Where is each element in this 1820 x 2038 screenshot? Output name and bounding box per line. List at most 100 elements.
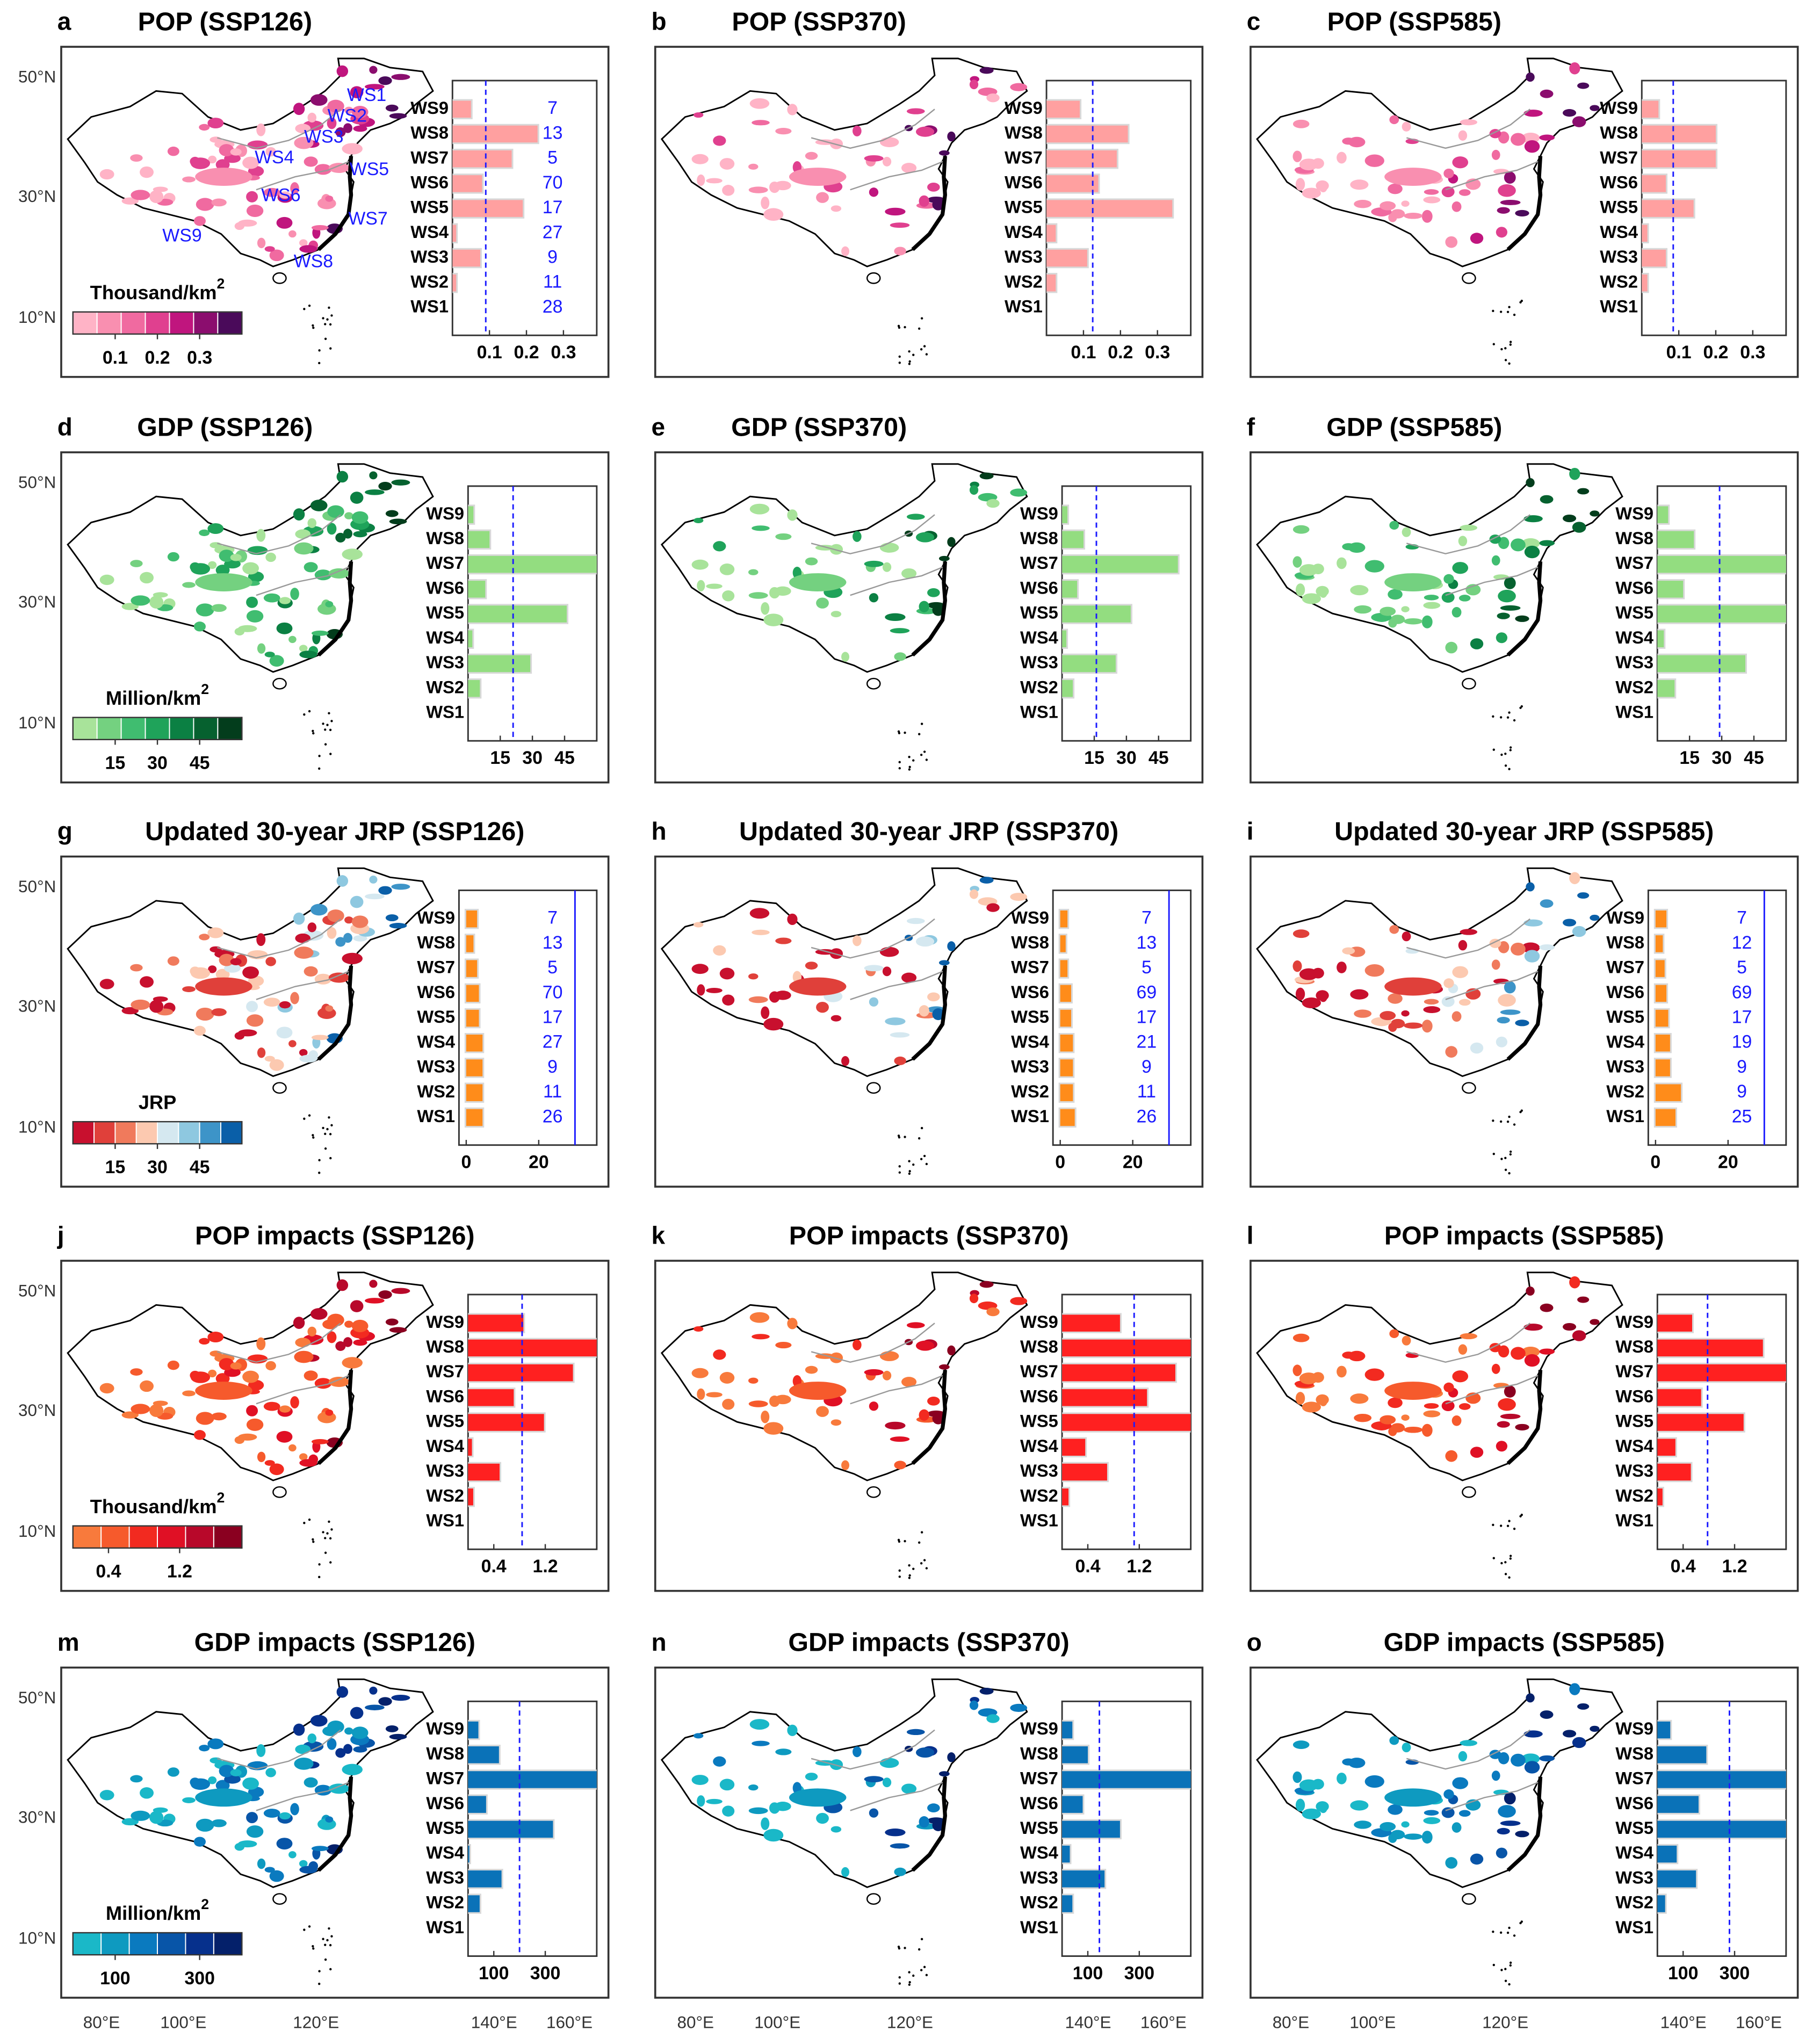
count-label: 69 (1137, 982, 1157, 1002)
map-patch (215, 159, 230, 170)
map-patch (882, 562, 892, 572)
map-patch (389, 1733, 407, 1740)
island (1504, 764, 1507, 767)
map-patch (1491, 1363, 1500, 1374)
panel-title: GDP impacts (SSP126) (194, 1628, 475, 1657)
x-tick-label: 1.2 (533, 1556, 558, 1577)
x-tick-label: 0.2 (514, 342, 539, 363)
map-patch (1445, 641, 1458, 654)
map-patch (294, 136, 314, 149)
map-patch (121, 603, 139, 610)
category-label: WS1 (426, 702, 464, 722)
island (328, 306, 330, 309)
island (1500, 1158, 1503, 1160)
bar (1657, 1462, 1693, 1483)
map-patch (389, 923, 407, 929)
bar (468, 1387, 516, 1408)
map-patch (1572, 926, 1586, 937)
bar (1062, 1486, 1071, 1507)
map-patch (327, 117, 337, 129)
island (324, 728, 327, 731)
map-patch (869, 997, 879, 1007)
map-patch (365, 489, 385, 495)
category-label: WS7 (426, 553, 464, 573)
map-patch (1421, 1020, 1433, 1033)
map-patch (749, 908, 770, 919)
map-patch (882, 1777, 892, 1788)
island (908, 1564, 911, 1567)
category-label: WS4 (426, 1436, 464, 1456)
panel-title: GDP impacts (SSP370) (788, 1628, 1069, 1657)
map-patch (149, 190, 164, 204)
category-label: WS8 (1606, 933, 1644, 952)
map-patch (230, 958, 242, 966)
basin-boundary (811, 1322, 935, 1363)
map-patch (1500, 199, 1521, 205)
lat-label: 50°N (18, 877, 56, 896)
map-patch (1302, 593, 1321, 604)
map-patch (1421, 615, 1433, 628)
map (660, 1271, 1028, 1579)
category-label: WS8 (1011, 933, 1049, 952)
map-patch (986, 1714, 1000, 1723)
map-patch (290, 992, 299, 1004)
map-patch (879, 543, 899, 553)
map-patch (1524, 545, 1540, 559)
map-patch (257, 237, 266, 249)
x-tick-label: 20 (529, 1152, 549, 1173)
map-patch (196, 198, 214, 211)
count-label: 5 (1142, 957, 1152, 978)
map-patch (864, 1776, 884, 1783)
map-patch (208, 965, 217, 973)
island (1499, 1120, 1503, 1123)
island (898, 761, 901, 763)
island (923, 345, 926, 348)
island (908, 1172, 911, 1175)
map-patch (775, 1748, 792, 1755)
bars (1062, 1313, 1191, 1507)
panel: l POP impacts (SSP585)WS9WS8WS7WS6WS5WS4W… (1247, 1221, 1799, 1592)
map-patch (246, 1001, 258, 1013)
colorbar-swatch (193, 311, 219, 335)
map-patch (1452, 562, 1469, 574)
bar (1642, 223, 1649, 244)
map-patch (869, 593, 879, 603)
bar (1062, 1769, 1191, 1790)
map-patch (325, 1410, 334, 1416)
island (1504, 1168, 1507, 1171)
colorbar-swatch (72, 1932, 102, 1956)
map-patch (1497, 207, 1510, 214)
island (920, 1158, 923, 1160)
map-patch (986, 498, 1000, 508)
bars (464, 908, 485, 1128)
map-patch (1526, 478, 1535, 488)
x-tick-label: 15 (1679, 748, 1700, 768)
island (898, 1165, 901, 1168)
map-patch (210, 136, 222, 143)
map-patch (1380, 1011, 1396, 1021)
x-tick-label: 0.1 (477, 342, 502, 363)
x-tick-label: 100 (1073, 1963, 1103, 1983)
map-patch (775, 1341, 792, 1349)
map-patch (885, 207, 906, 216)
map-patch (328, 568, 350, 579)
colorbar-swatch (157, 1932, 186, 1956)
island (322, 1126, 324, 1130)
lon-label: 160°E (546, 2013, 593, 2032)
map-patch (149, 1000, 164, 1013)
category-label: WS1 (410, 297, 449, 316)
bar (452, 198, 525, 219)
map-patch (299, 1054, 317, 1063)
map-patch (713, 135, 726, 146)
island (303, 713, 306, 716)
count-label: 19 (1732, 1032, 1752, 1052)
map-patch (256, 1744, 266, 1757)
map-patch (947, 1752, 956, 1762)
bar (1642, 99, 1660, 120)
category-label: WS7 (1606, 957, 1644, 977)
category-label: WS7 (1600, 147, 1638, 167)
bar (1653, 1033, 1672, 1053)
map-patch (1380, 1415, 1396, 1425)
map-patch (1491, 149, 1500, 160)
